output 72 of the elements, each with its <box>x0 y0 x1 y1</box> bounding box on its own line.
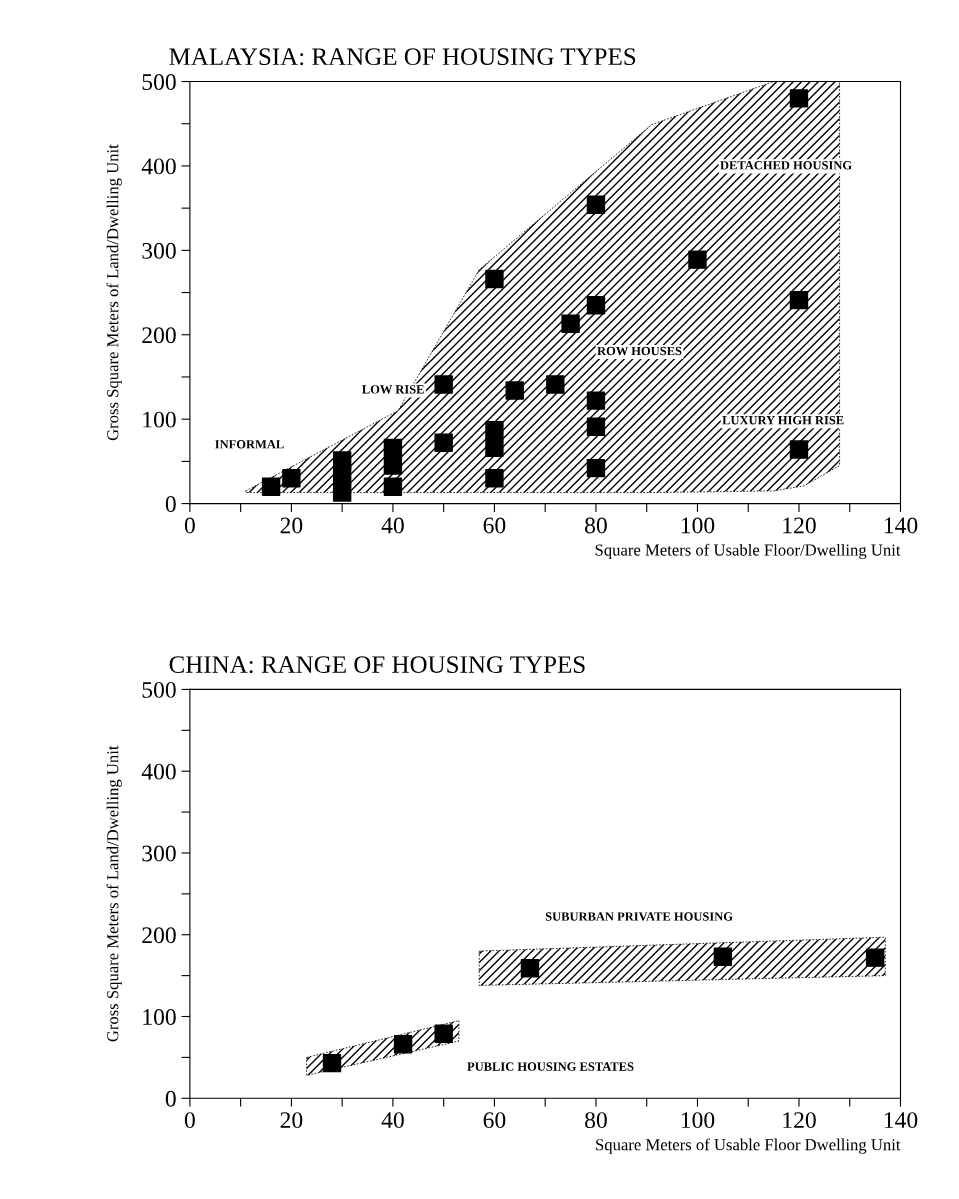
y-tick-label: 300 <box>142 845 176 862</box>
point <box>546 375 565 394</box>
annotation: LUXURY HIGH RISE <box>722 416 844 425</box>
y-tick-label: 200 <box>142 327 176 344</box>
x-tick-label: 0 <box>184 1112 195 1129</box>
y-tick-label: 100 <box>143 1009 176 1025</box>
y-tick-label: 0 <box>165 1090 176 1107</box>
y-tick-label: 500 <box>142 681 176 698</box>
y-tick-label: 100 <box>143 411 176 428</box>
point <box>688 250 707 269</box>
x-axis-title: Square Meters of Usable Floor Dwelling Unit <box>596 1138 901 1154</box>
chart-title: CHINA: RANGE OF HOUSING TYPES <box>169 656 585 674</box>
point <box>383 456 403 475</box>
annotation: ROW HOUSES <box>597 346 682 356</box>
y-axis-title: Gross Square Meters of Land/Dwelling Unit <box>106 144 122 441</box>
x-tick-label: 140 <box>884 1112 918 1129</box>
point <box>282 469 301 488</box>
point <box>713 947 733 967</box>
annotation: LOW RISE <box>362 385 424 394</box>
point <box>520 959 540 978</box>
x-axis-title: Square Meters of Usable Floor/Dwelling Unit <box>595 543 901 560</box>
x-tick-label: 80 <box>585 1112 607 1129</box>
point <box>393 1035 413 1054</box>
y-tick-label: 0 <box>165 496 176 512</box>
point <box>485 420 504 440</box>
point <box>586 195 606 214</box>
point <box>789 89 809 108</box>
x-tick-label: 80 <box>585 517 607 534</box>
chart-title: MALAYSIA: RANGE OF HOUSING TYPES <box>169 48 636 66</box>
point <box>865 948 885 967</box>
x-tick-label: 60 <box>483 1112 506 1129</box>
x-tick-label: 0 <box>184 517 195 534</box>
point <box>261 477 281 496</box>
point <box>789 290 809 310</box>
x-tick-label: 20 <box>280 517 303 534</box>
y-tick-label: 400 <box>141 763 176 780</box>
x-tick-label: 100 <box>681 517 715 534</box>
y-tick-label: 300 <box>142 242 176 259</box>
point <box>485 469 504 488</box>
annotation: SUBURBAN PRIVATE HOUSING <box>545 912 733 921</box>
x-tick-label: 60 <box>483 517 506 534</box>
x-tick-label: 40 <box>381 1112 404 1129</box>
point <box>789 440 809 459</box>
x-tick-label: 100 <box>681 1112 715 1129</box>
point <box>332 451 352 470</box>
point <box>383 438 403 458</box>
annotation: DETACHED HOUSING <box>720 161 852 170</box>
y-axis-title: Gross Square Meters of Land/Dwelling Unit <box>106 745 122 1042</box>
point <box>561 314 580 333</box>
point <box>434 375 453 394</box>
point <box>586 417 606 436</box>
point <box>586 391 606 410</box>
y-tick-label: 200 <box>142 927 176 944</box>
x-tick-label: 120 <box>783 517 816 534</box>
point <box>586 458 606 478</box>
point <box>332 483 352 502</box>
point <box>322 1053 342 1073</box>
x-tick-label: 20 <box>280 1112 303 1129</box>
y-tick-label: 400 <box>141 158 176 175</box>
point <box>434 1024 453 1043</box>
point <box>434 433 453 453</box>
x-tick-label: 120 <box>783 1112 816 1129</box>
point <box>383 477 403 496</box>
x-tick-label: 140 <box>884 517 918 534</box>
x-tick-label: 40 <box>381 517 404 534</box>
point <box>586 296 606 315</box>
point <box>505 381 524 400</box>
y-tick-label: 500 <box>142 74 176 90</box>
point <box>485 438 504 458</box>
point <box>485 269 504 289</box>
annotation: PUBLIC HOUSING ESTATES <box>467 1062 634 1071</box>
annotation: INFORMAL <box>215 440 284 449</box>
